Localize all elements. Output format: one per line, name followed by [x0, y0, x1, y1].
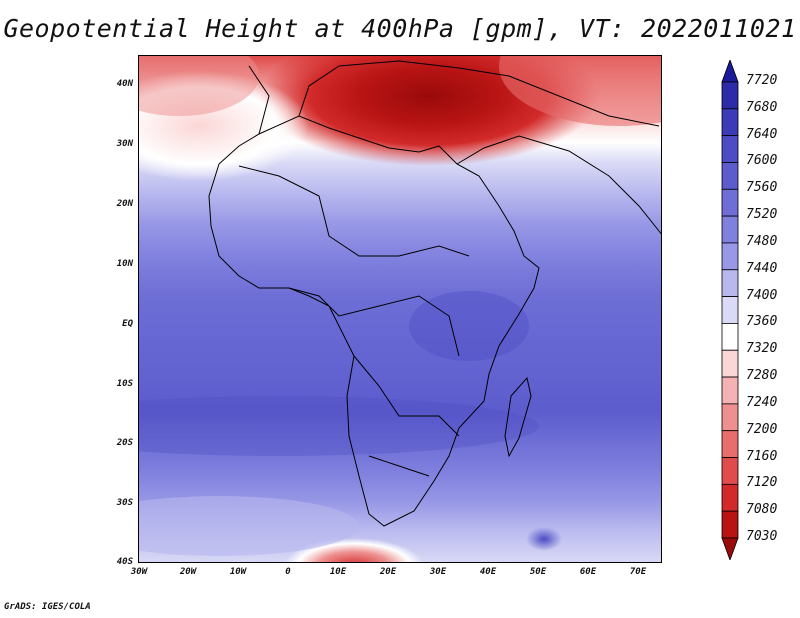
- colorbar-label: 7720: [746, 73, 778, 88]
- colorbar-label: 7120: [746, 475, 778, 491]
- map-title: Geopotential Height at 400hPa [gpm], VT:…: [3, 14, 797, 43]
- colorbar-label: 7160: [746, 448, 778, 464]
- lat-label-30s: 30S: [116, 498, 133, 508]
- lon-label-70e: 70E: [629, 567, 647, 577]
- lat-label-40s: 40S: [116, 557, 133, 567]
- colorbar-cell: [721, 215, 739, 244]
- lon-label-30w: 30W: [130, 567, 148, 577]
- lon-label-30e: 30E: [429, 567, 447, 577]
- colorbar-cell: [721, 81, 739, 110]
- coastlines: [208, 60, 661, 527]
- colorbar-label: 7200: [746, 421, 778, 437]
- colorbar-cell: [721, 135, 739, 163]
- lon-label-20e: 20E: [379, 567, 397, 577]
- colorbar-cell: [721, 430, 739, 458]
- colorbar-label: 7640: [746, 126, 778, 142]
- colorbar-cell: [721, 296, 739, 324]
- lon-label-40e: 40E: [479, 567, 497, 577]
- geopotential-field: [139, 56, 661, 562]
- lat-label-10n: 10N: [116, 259, 133, 269]
- colorbar-cell: [721, 188, 739, 217]
- lat-label-20n: 20N: [116, 199, 133, 209]
- colorbar-label: 7360: [746, 314, 778, 330]
- lat-label-20s: 20S: [116, 438, 133, 448]
- colorbar-label: 7280: [746, 368, 778, 384]
- colorbar-arrow-top: [721, 60, 739, 83]
- colorbar-cell: [721, 162, 739, 190]
- lon-label-0: 0: [285, 567, 291, 577]
- colorbar: [721, 60, 739, 560]
- footer-credit: GrADS: IGES/COLA: [4, 602, 91, 612]
- colorbar-cell: [721, 457, 739, 485]
- colorbar-cell: [721, 376, 739, 405]
- colorbar-label: 7400: [746, 287, 778, 303]
- colorbar-cell: [721, 323, 739, 351]
- colorbar-cell: [721, 269, 739, 297]
- colorbar-cell: [721, 108, 739, 137]
- lat-label-eq: EQ: [122, 319, 133, 329]
- lat-label-30n: 30N: [116, 139, 133, 149]
- colorbar-cell: [721, 403, 739, 432]
- colorbar-label: 7680: [746, 99, 778, 115]
- lon-label-10w: 10W: [229, 567, 247, 577]
- colorbar-label: 7600: [746, 153, 778, 169]
- colorbar-label: 7080: [746, 502, 778, 518]
- colorbar-cell: [721, 483, 739, 512]
- lon-label-10e: 10E: [329, 567, 347, 577]
- colorbar-cell: [721, 242, 739, 271]
- lat-label-40n: 40N: [116, 79, 133, 89]
- colorbar-label: 7320: [746, 341, 778, 357]
- lat-label-10s: 10S: [116, 379, 133, 389]
- colorbar-label: 7560: [746, 180, 778, 196]
- colorbar-label: 7440: [746, 260, 778, 276]
- lon-label-20w: 20W: [179, 567, 197, 577]
- colorbar-label: 7520: [746, 207, 778, 223]
- colorbar-label: 7030: [746, 529, 778, 544]
- colorbar-label: 7480: [746, 233, 778, 249]
- colorbar-cell: [721, 510, 739, 539]
- colorbar-arrow-bottom: [721, 537, 739, 560]
- colorbar-cell: [721, 349, 739, 378]
- lon-label-60e: 60E: [579, 567, 597, 577]
- lon-label-50e: 50E: [529, 567, 547, 577]
- map-panel: [138, 55, 662, 563]
- colorbar-label: 7240: [746, 394, 778, 410]
